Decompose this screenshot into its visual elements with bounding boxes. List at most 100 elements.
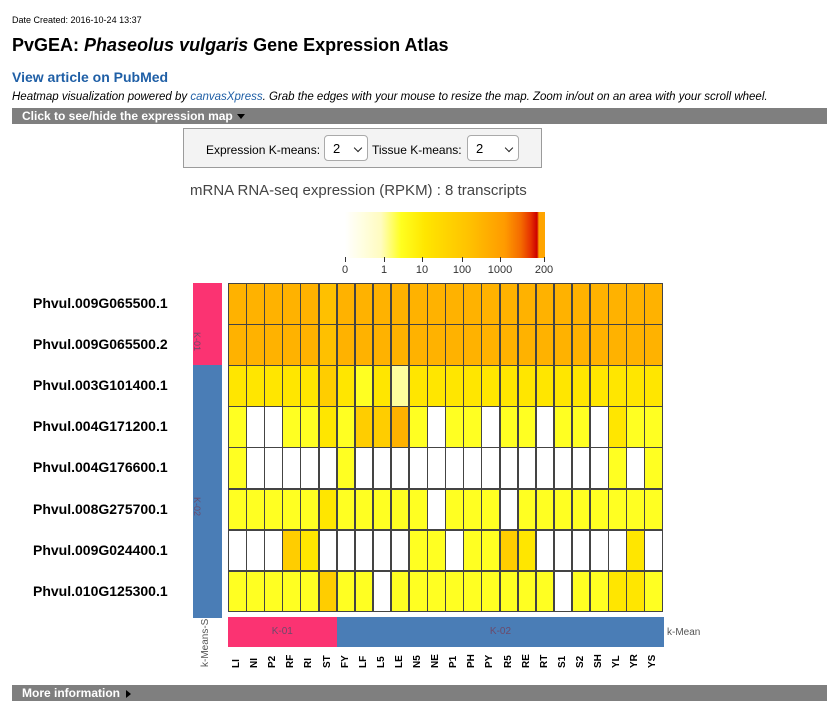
canvasxpress-link[interactable]: canvasXpress	[190, 91, 263, 103]
heatmap-cell[interactable]	[626, 406, 645, 448]
heatmap-cell[interactable]	[246, 488, 265, 531]
heatmap-cell[interactable]	[445, 447, 464, 489]
heatmap-cell[interactable]	[336, 488, 356, 531]
heatmap-cell[interactable]	[445, 283, 464, 325]
heatmap-cell[interactable]	[644, 283, 663, 325]
heatmap-cell[interactable]	[481, 406, 500, 448]
heatmap-cell[interactable]	[644, 529, 663, 572]
heatmap-cell[interactable]	[445, 529, 464, 572]
heatmap-cell[interactable]	[427, 324, 446, 366]
heatmap-cell[interactable]	[553, 283, 573, 325]
heatmap-cell[interactable]	[481, 365, 500, 407]
heatmap-cell[interactable]	[553, 447, 573, 489]
heatmap-cell[interactable]	[372, 447, 392, 489]
heatmap-cell[interactable]	[608, 529, 627, 572]
tissue-kmeans-select[interactable]: 2	[467, 135, 519, 161]
heatmap-cell[interactable]	[463, 447, 482, 489]
heatmap-cell[interactable]	[463, 529, 482, 572]
heatmap-cell[interactable]	[300, 365, 319, 407]
heatmap-cell[interactable]	[372, 570, 392, 613]
heatmap-cell[interactable]	[481, 324, 500, 366]
heatmap-cell[interactable]	[264, 570, 283, 613]
heatmap-cell[interactable]	[427, 365, 446, 407]
heatmap-cell[interactable]	[300, 406, 319, 448]
heatmap-cell[interactable]	[608, 406, 627, 448]
heatmap-cell[interactable]	[300, 488, 319, 531]
heatmap-cell[interactable]	[372, 365, 392, 407]
heatmap-cell[interactable]	[372, 406, 392, 448]
heatmap-cell[interactable]	[246, 406, 265, 448]
heatmap-cell[interactable]	[626, 365, 645, 407]
toggle-expression-map-bar[interactable]: Click to see/hide the expression map	[12, 108, 827, 124]
heatmap-cell[interactable]	[336, 365, 356, 407]
heatmap-cell[interactable]	[427, 529, 446, 572]
heatmap-cell[interactable]	[644, 324, 663, 366]
heatmap-cell[interactable]	[445, 570, 464, 613]
heatmap-cell[interactable]	[282, 365, 301, 407]
heatmap-cell[interactable]	[535, 406, 555, 448]
heatmap-cell[interactable]	[571, 365, 591, 407]
heatmap-cell[interactable]	[517, 406, 537, 448]
heatmap-cell[interactable]	[372, 283, 392, 325]
heatmap-cell[interactable]	[590, 529, 609, 572]
heatmap-cell[interactable]	[264, 529, 283, 572]
heatmap-cell[interactable]	[427, 488, 446, 531]
heatmap-cell[interactable]	[499, 365, 519, 407]
heatmap-cell[interactable]	[463, 488, 482, 531]
heatmap-cell[interactable]	[318, 447, 338, 489]
heatmap-cell[interactable]	[535, 488, 555, 531]
heatmap-cell[interactable]	[499, 324, 519, 366]
heatmap-cell[interactable]	[390, 365, 410, 407]
heatmap-cell[interactable]	[390, 406, 410, 448]
heatmap-cell[interactable]	[626, 324, 645, 366]
heatmap-cell[interactable]	[608, 283, 627, 325]
heatmap-cell[interactable]	[517, 447, 537, 489]
heatmap-cell[interactable]	[463, 283, 482, 325]
heatmap-cell[interactable]	[608, 570, 627, 613]
heatmap-cell[interactable]	[336, 529, 356, 572]
heatmap-cell[interactable]	[427, 447, 446, 489]
heatmap-cell[interactable]	[517, 488, 537, 531]
heatmap-cell[interactable]	[264, 365, 283, 407]
heatmap-cell[interactable]	[590, 283, 609, 325]
heatmap-cell[interactable]	[336, 324, 356, 366]
heatmap-cell[interactable]	[445, 488, 464, 531]
heatmap-cell[interactable]	[390, 488, 410, 531]
heatmap-cell[interactable]	[644, 406, 663, 448]
heatmap-cell[interactable]	[535, 283, 555, 325]
heatmap-cell[interactable]	[318, 365, 338, 407]
heatmap-cell[interactable]	[372, 488, 392, 531]
heatmap-cell[interactable]	[390, 570, 410, 613]
heatmap-cell[interactable]	[228, 488, 247, 531]
heatmap-cell[interactable]	[282, 406, 301, 448]
heatmap-cell[interactable]	[409, 283, 428, 325]
heatmap-cell[interactable]	[282, 324, 301, 366]
heatmap-cell[interactable]	[626, 529, 645, 572]
heatmap-cell[interactable]	[590, 447, 609, 489]
heatmap-cell[interactable]	[571, 570, 591, 613]
heatmap-cell[interactable]	[535, 324, 555, 366]
heatmap-cell[interactable]	[463, 570, 482, 613]
heatmap-cell[interactable]	[535, 570, 555, 613]
heatmap-cell[interactable]	[390, 529, 410, 572]
heatmap-cell[interactable]	[246, 324, 265, 366]
heatmap-cell[interactable]	[318, 324, 338, 366]
heatmap-cell[interactable]	[571, 488, 591, 531]
heatmap-cell[interactable]	[282, 529, 301, 572]
heatmap-cell[interactable]	[409, 529, 428, 572]
heatmap-cell[interactable]	[499, 570, 519, 613]
heatmap-cell[interactable]	[228, 570, 247, 613]
heatmap-cell[interactable]	[300, 529, 319, 572]
heatmap-cell[interactable]	[300, 283, 319, 325]
heatmap-cell[interactable]	[390, 447, 410, 489]
heatmap-cell[interactable]	[445, 365, 464, 407]
heatmap-cell[interactable]	[228, 365, 247, 407]
heatmap-cell[interactable]	[644, 570, 663, 613]
heatmap-cell[interactable]	[228, 283, 247, 325]
heatmap-cell[interactable]	[590, 406, 609, 448]
heatmap-cell[interactable]	[499, 488, 519, 531]
heatmap-cell[interactable]	[318, 488, 338, 531]
heatmap-cell[interactable]	[354, 570, 374, 613]
heatmap-cell[interactable]	[354, 283, 374, 325]
heatmap-cell[interactable]	[571, 529, 591, 572]
